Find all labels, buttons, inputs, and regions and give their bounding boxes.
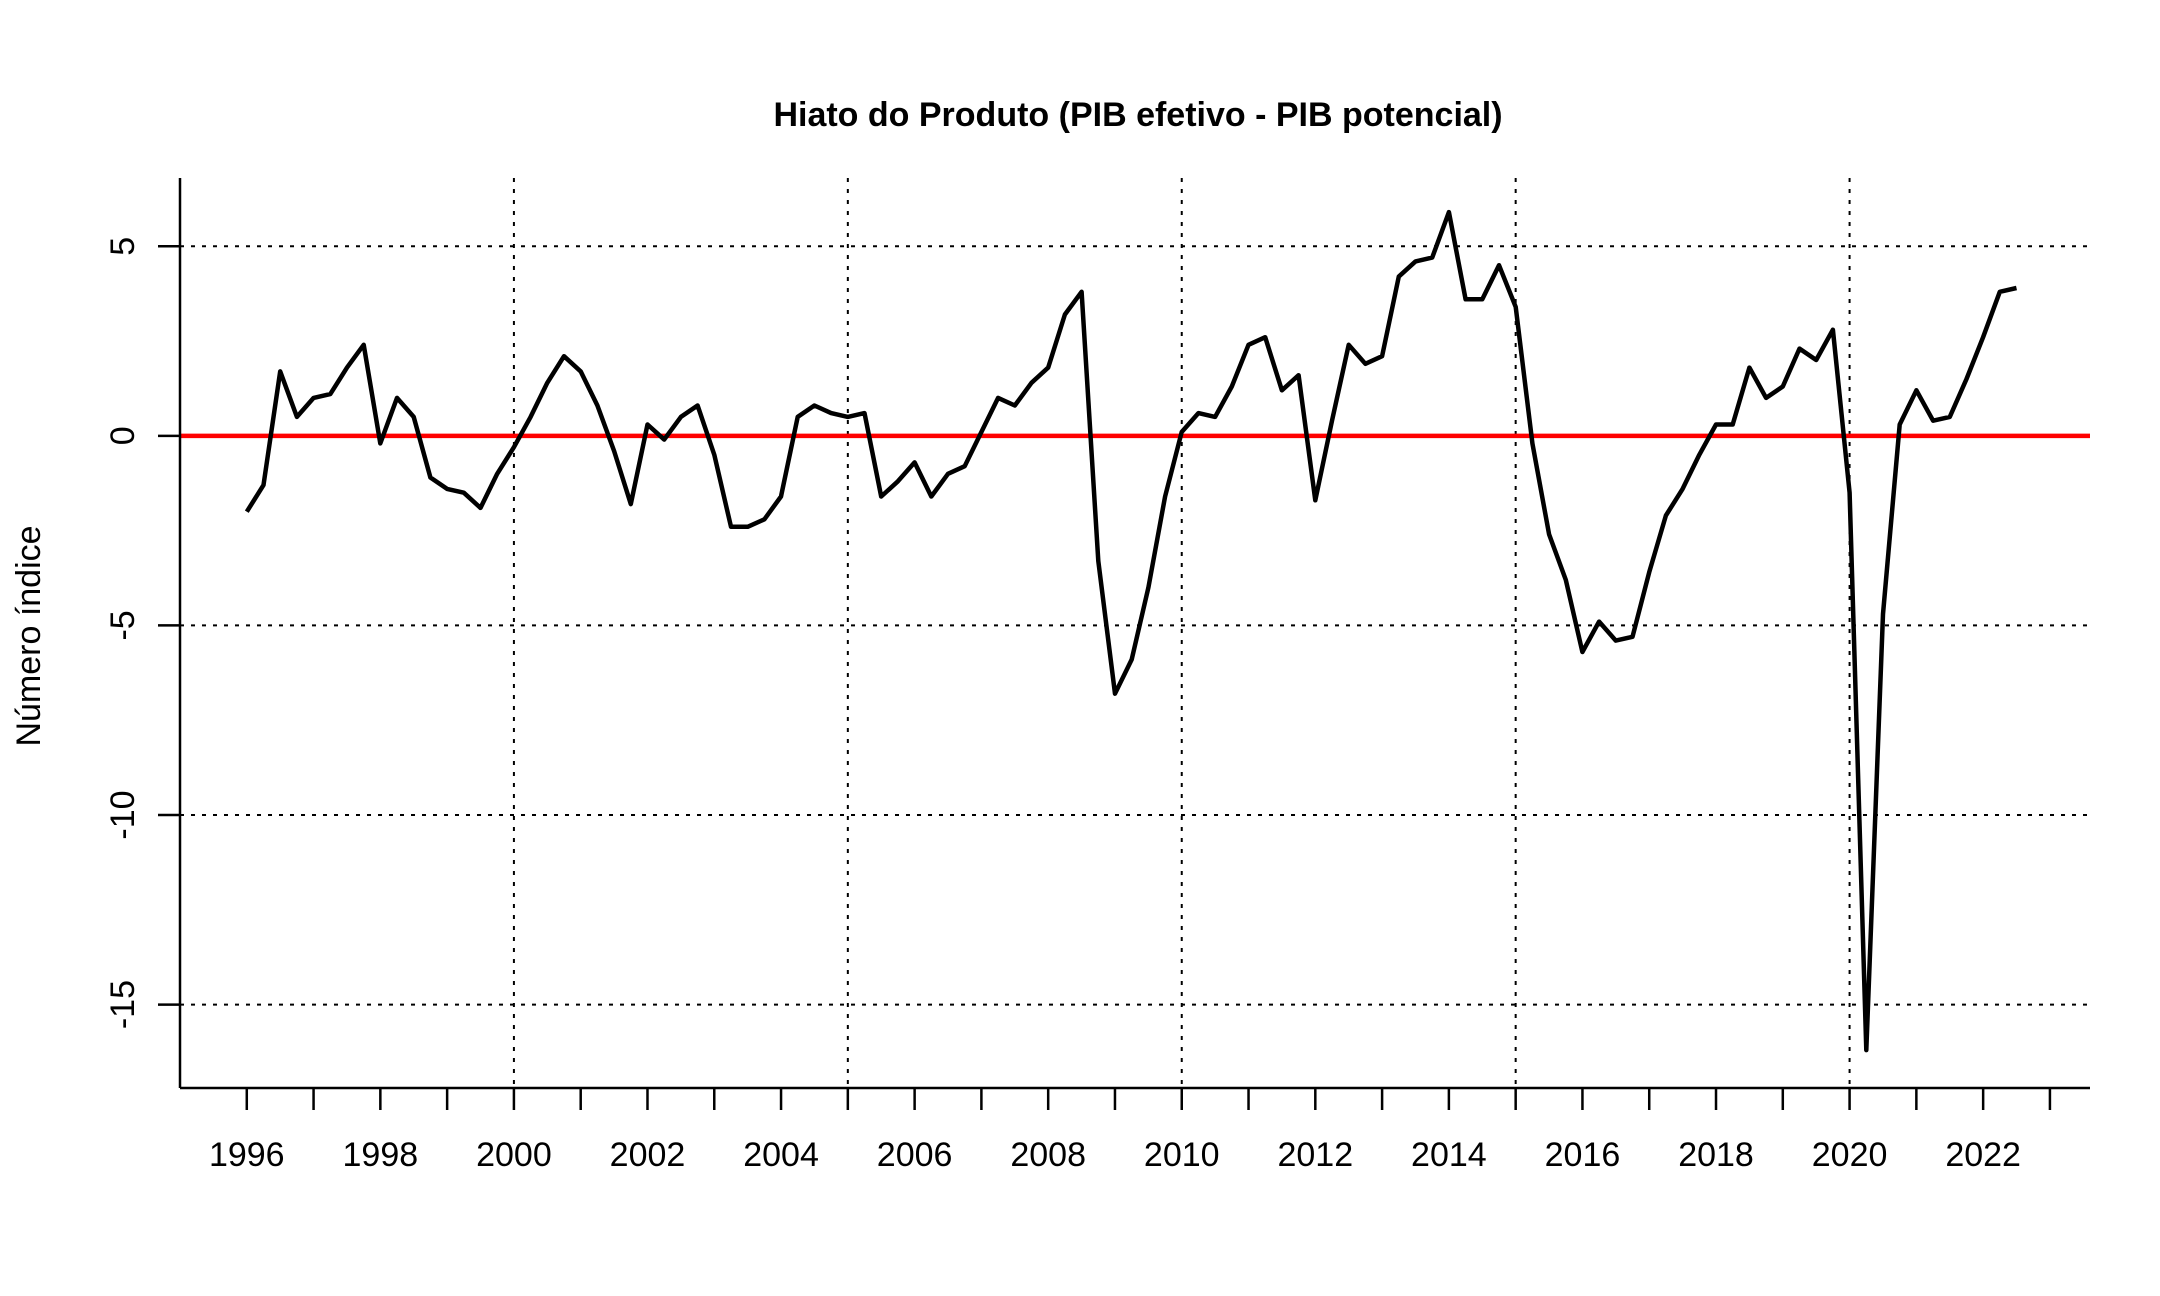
series-line-0 — [244, 209, 2017, 1053]
y-tick-label: -10 — [104, 790, 142, 839]
y-ticks: -15 -10 -5 0 5 — [104, 237, 180, 1029]
x-tick-label: 2004 — [743, 1136, 819, 1174]
x-ticks: 1996 1998 2000 2002 2004 2006 2008 2010 2012 2014… — [209, 1088, 2052, 1174]
x-tick-label: 2010 — [1144, 1136, 1220, 1174]
y-tick-label: -15 — [104, 980, 142, 1029]
x-tick-label: 1996 — [209, 1136, 285, 1174]
x-tick-label: 2012 — [1277, 1136, 1353, 1174]
x-tick-label: 2006 — [877, 1136, 953, 1174]
series-group — [244, 209, 2017, 1053]
x-tick-label: 2016 — [1545, 1136, 1621, 1174]
x-tick-label: 2002 — [610, 1136, 686, 1174]
x-tick-label: 2020 — [1812, 1136, 1888, 1174]
y-tick-label: -5 — [104, 610, 142, 640]
x-tick-label: 2014 — [1411, 1136, 1487, 1174]
x-tick-label: 2022 — [1945, 1136, 2021, 1174]
x-tick-label: 2008 — [1010, 1136, 1086, 1174]
x-tick-label: 2000 — [476, 1136, 552, 1174]
x-tick-label: 2018 — [1678, 1136, 1754, 1174]
y-axis-label: Número índice — [10, 525, 48, 746]
y-tick-label: 0 — [104, 426, 142, 445]
chart-title: Hiato do Produto (PIB efetivo - PIB pote… — [773, 96, 1502, 134]
x-tick-label: 1998 — [343, 1136, 419, 1174]
y-tick-label: 5 — [104, 237, 142, 256]
grid — [179, 178, 2090, 1088]
axes — [178, 178, 2090, 1090]
